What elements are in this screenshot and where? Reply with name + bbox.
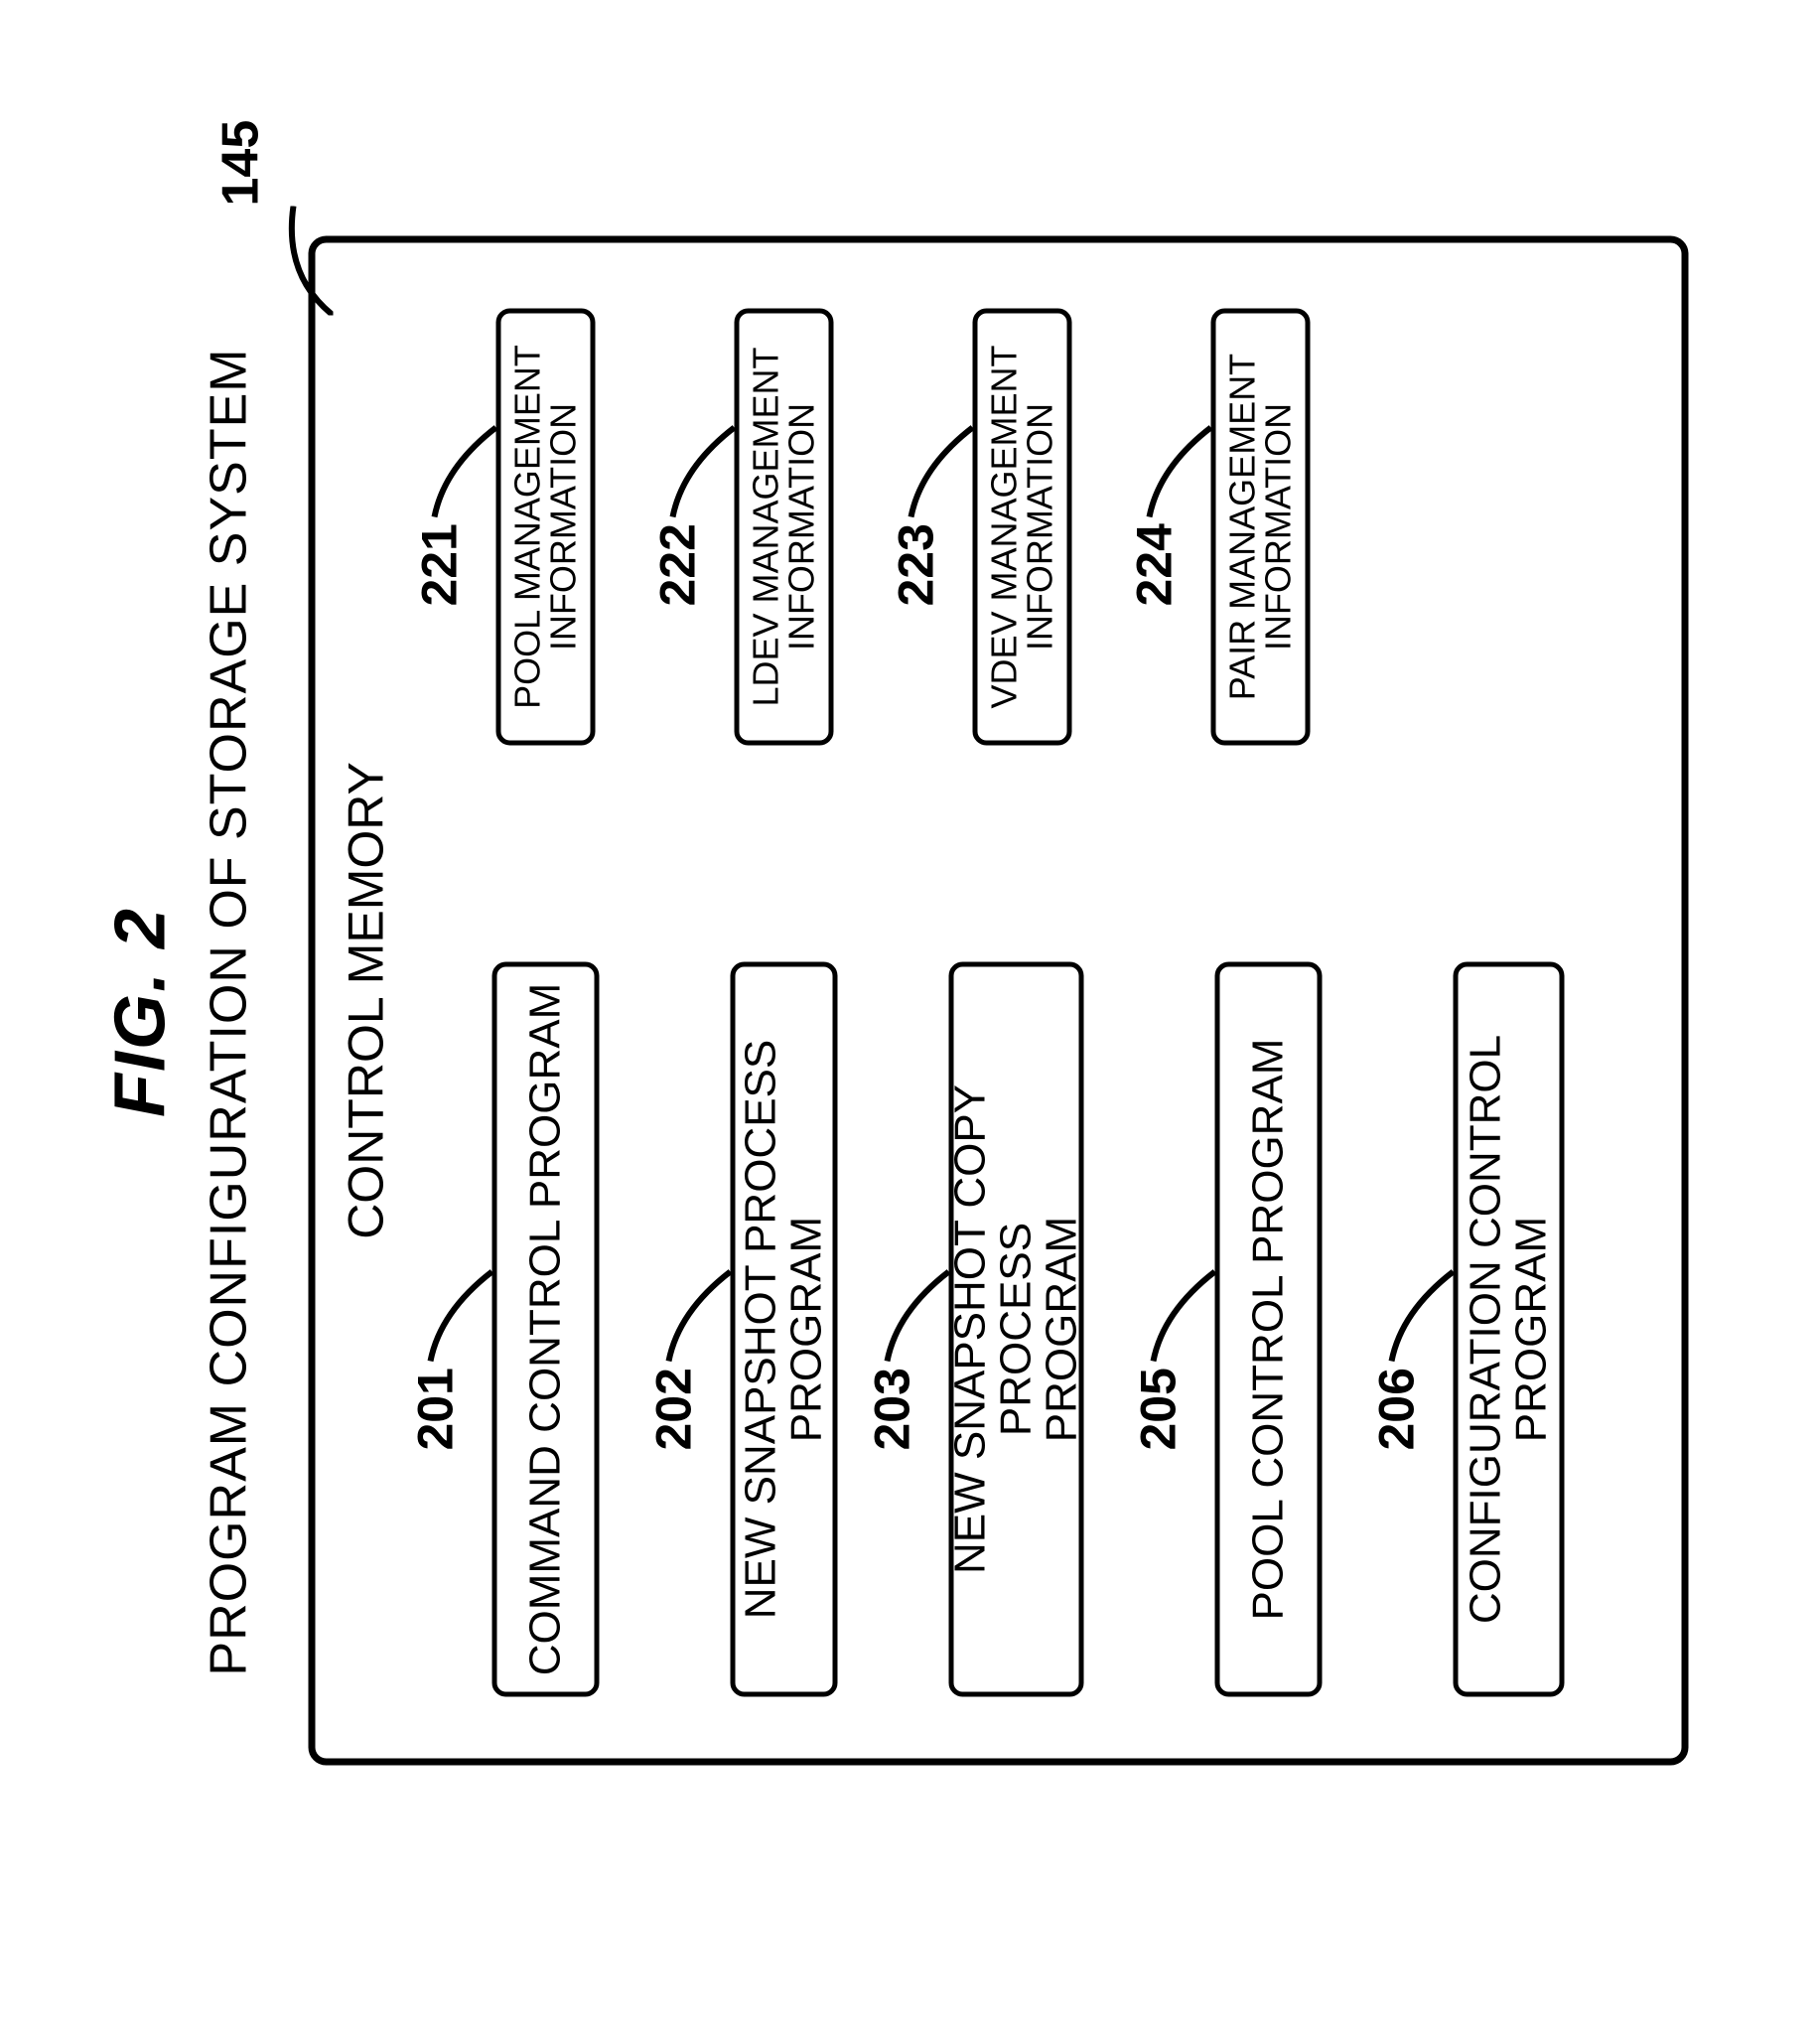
ref-223: 223 — [887, 523, 944, 606]
program-label: COMMAND CONTROL PROGRAM — [522, 982, 568, 1675]
info-box-223: VDEV MANAGEMENT INFORMATION — [972, 308, 1071, 745]
program-label: POOL CONTROL PROGRAM — [1245, 1038, 1291, 1620]
ref-221: 221 — [410, 523, 468, 606]
program-box-201: COMMAND CONTROL PROGRAM — [491, 961, 599, 1696]
ref-205: 205 — [1129, 1368, 1187, 1450]
ref-203: 203 — [863, 1368, 920, 1450]
info-box-224: PAIR MANAGEMENT INFORMATION — [1210, 308, 1310, 745]
leader-224 — [1149, 427, 1212, 516]
leader-223 — [910, 427, 974, 516]
leader-203 — [887, 1271, 950, 1361]
leader-222 — [672, 427, 736, 516]
program-box-202: NEW SNAPSHOT PROCESS PROGRAM — [730, 961, 837, 1696]
leader-201 — [430, 1271, 493, 1361]
figure-subtitle: PROGRAM CONFIGURATION OF STORAGE SYSTEM — [199, 348, 258, 1675]
leader-206 — [1391, 1271, 1455, 1361]
program-box-203: NEW SNAPSHOT COPY PROCESS PROGRAM — [948, 961, 1083, 1696]
ref-206: 206 — [1367, 1368, 1425, 1450]
info-box-221: POOL MANAGEMENT INFORMATION — [495, 308, 595, 745]
control-memory-label: CONTROL MEMORY — [337, 762, 394, 1239]
leader-202 — [668, 1271, 732, 1361]
info-label: PAIR MANAGEMENT INFORMATION — [1224, 353, 1296, 699]
program-label: CONFIGURATION CONTROL PROGRAM — [1463, 976, 1554, 1681]
ref-201: 201 — [406, 1368, 464, 1450]
ref-222: 222 — [648, 523, 706, 606]
info-label: VDEV MANAGEMENT INFORMATION — [986, 345, 1057, 708]
control-memory-box: CONTROL MEMORY COMMAND CONTROL PROGRAM 2… — [308, 235, 1688, 1765]
outer-ref-number: 145 — [210, 119, 270, 206]
program-box-206: CONFIGURATION CONTROL PROGRAM — [1453, 961, 1564, 1696]
info-label: POOL MANAGEMENT INFORMATION — [509, 345, 581, 709]
leader-205 — [1153, 1271, 1216, 1361]
leader-221 — [434, 427, 497, 516]
ref-224: 224 — [1125, 523, 1183, 606]
figure-title: FIG. 2 — [99, 906, 181, 1116]
rotated-canvas: FIG. 2 PROGRAM CONFIGURATION OF STORAGE … — [0, 0, 1820, 2023]
info-label: LDEV MANAGEMENT INFORMATION — [748, 347, 819, 706]
program-label: NEW SNAPSHOT PROCESS PROGRAM — [738, 976, 829, 1681]
program-box-205: POOL CONTROL PROGRAM — [1214, 961, 1322, 1696]
ref-202: 202 — [644, 1368, 702, 1450]
info-box-222: LDEV MANAGEMENT INFORMATION — [734, 308, 833, 745]
program-label: NEW SNAPSHOT COPY PROCESS PROGRAM — [947, 976, 1085, 1681]
